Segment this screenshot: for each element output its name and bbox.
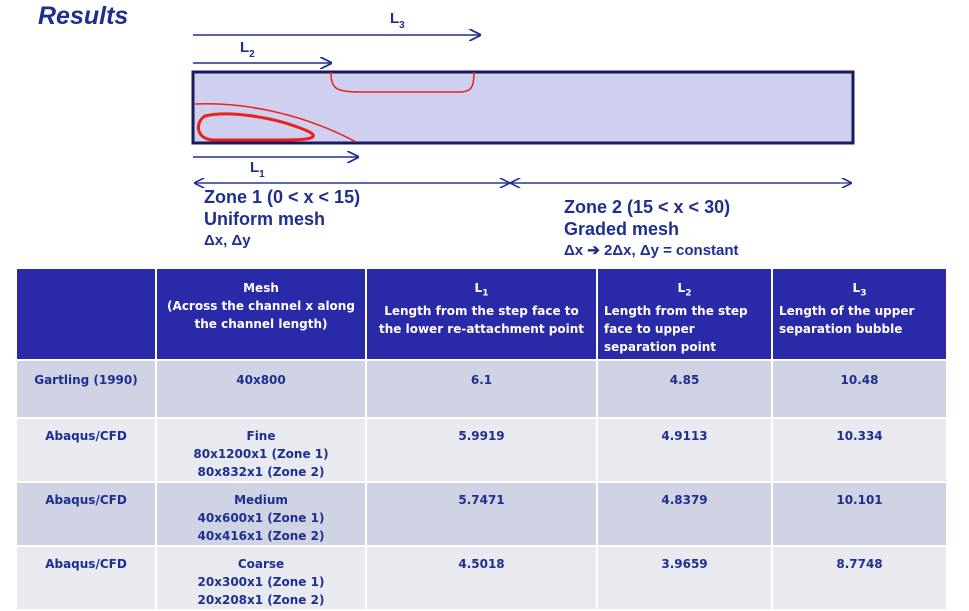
row-l2: 4.9113 [596,417,773,483]
zone2-title: Zone 2 (15 < x < 30) [564,197,731,217]
upper-separation-bubble [330,71,475,93]
zone1-title: Zone 1 (0 < x < 15) [204,187,361,207]
zone1-mesh: Uniform mesh [204,209,326,229]
header-l2: L2 Length from the step face to upper se… [596,267,773,361]
l1-label: L1 [250,159,265,180]
row-mesh: Coarse 20x300x1 (Zone 1) 20x208x1 (Zone … [155,545,367,611]
table-header-row: Mesh (Across the channel x along the cha… [15,267,948,361]
header-l1: L1 Length from the step face to the lowe… [365,267,598,361]
lower-recirculation-inner [196,112,315,142]
table-row: Abaqus/CFD Medium 40x600x1 (Zone 1) 40x4… [15,481,948,547]
results-table: Mesh (Across the channel x along the cha… [15,267,948,611]
l3-label: L3 [390,10,405,31]
row-l2: 4.8379 [596,481,773,547]
channel-diagram: L3 L2 L1 [191,10,855,265]
row-source: Abaqus/CFD [15,545,157,611]
row-l3: 8.7748 [771,545,948,611]
table-row: Abaqus/CFD Coarse 20x300x1 (Zone 1) 20x2… [15,545,948,611]
table-row: Gartling (1990) 40x800 6.1 4.85 10.48 [15,359,948,419]
header-source [15,267,157,361]
row-mesh: 40x800 [155,359,367,419]
zone1-text: Zone 1 (0 < x < 15) Uniform mesh Δx, Δy [204,186,360,252]
row-l1: 5.7471 [365,481,598,547]
row-l1: 4.5018 [365,545,598,611]
row-source: Abaqus/CFD [15,481,157,547]
l2-label: L2 [240,39,255,60]
row-l3: 10.48 [771,359,948,419]
row-mesh: Fine 80x1200x1 (Zone 1) 80x832x1 (Zone 2… [155,417,367,483]
header-l3: L3 Length of the upper separation bubble [771,267,948,361]
row-l3: 10.334 [771,417,948,483]
row-l3: 10.101 [771,481,948,547]
row-l1: 5.9919 [365,417,598,483]
header-mesh: Mesh (Across the channel x along the cha… [155,267,367,361]
row-l1: 6.1 [365,359,598,419]
table-row: Abaqus/CFD Fine 80x1200x1 (Zone 1) 80x83… [15,417,948,483]
row-source: Gartling (1990) [15,359,157,419]
channel [191,70,855,145]
zone1-spacing: Δx, Δy [204,232,251,249]
zone2-text: Zone 2 (15 < x < 30) Graded mesh Δx ➔ 2Δ… [564,196,739,262]
zone2-spacing: Δx ➔ 2Δx, Δy = constant [564,242,739,259]
row-l2: 3.9659 [596,545,773,611]
page-title: Results [38,2,129,30]
lower-recirculation-outer [194,103,357,143]
row-source: Abaqus/CFD [15,417,157,483]
row-l2: 4.85 [596,359,773,419]
row-mesh: Medium 40x600x1 (Zone 1) 40x416x1 (Zone … [155,481,367,547]
zone2-mesh: Graded mesh [564,219,680,239]
